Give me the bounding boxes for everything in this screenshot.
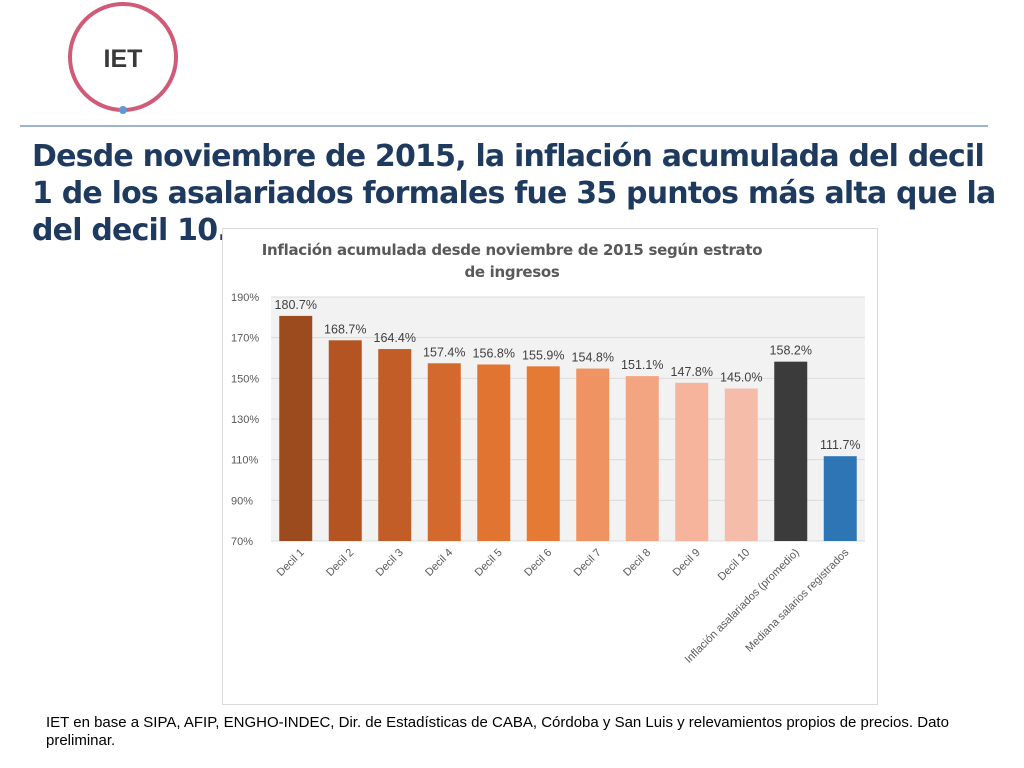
category-label: Decil 3 — [374, 547, 406, 579]
header-divider — [20, 125, 988, 127]
bar — [724, 388, 758, 541]
y-tick-label: 190% — [231, 292, 259, 304]
y-tick-label: 170% — [231, 333, 259, 345]
bar — [378, 349, 412, 541]
category-label: Decil 9 — [671, 547, 703, 579]
category-label: Decil 10 — [716, 547, 753, 584]
bar — [576, 368, 610, 541]
data-label: 180.7% — [275, 298, 317, 312]
data-label: 164.4% — [374, 331, 416, 345]
source-footnote: IET en base a SIPA, AFIP, ENGHO-INDEC, D… — [46, 714, 949, 749]
logo-dot — [119, 106, 127, 114]
category-label: Decil 8 — [621, 547, 653, 579]
logo-text: IET — [104, 45, 143, 73]
y-tick-label: 130% — [231, 414, 259, 426]
bar — [279, 315, 313, 541]
category-label: Decil 7 — [572, 547, 604, 579]
y-tick-label: 150% — [231, 373, 259, 385]
data-label: 155.9% — [522, 348, 564, 362]
y-tick-label: 90% — [231, 495, 253, 507]
chart-container: 70% 90% 110% 130% 150% 170% 190% Inflación acum… — [222, 228, 878, 705]
y-tick-label: 70% — [231, 536, 253, 548]
category-label: Decil 2 — [324, 547, 356, 579]
category-label: Decil 4 — [423, 547, 455, 579]
chart-title: Inflación acumulada desde noviembre de 2… — [262, 241, 763, 259]
data-label: 157.4% — [423, 345, 465, 359]
data-label: 168.7% — [324, 322, 366, 336]
data-label: 111.7% — [820, 438, 861, 452]
bar — [526, 366, 560, 541]
bar-chart: 70% 90% 110% 130% 150% 170% 190% Inflación acum… — [231, 241, 865, 666]
category-label: Mediana salarios registrados — [743, 546, 851, 654]
category-label: Decil 5 — [473, 547, 505, 579]
page-title: Desde noviembre de 2015, la inflación ac… — [32, 139, 996, 248]
bar — [823, 456, 857, 541]
data-label: 145.0% — [720, 371, 762, 385]
y-tick-label: 110% — [231, 455, 259, 467]
data-label: 154.8% — [572, 351, 614, 365]
iet-logo: IET — [66, 0, 180, 114]
data-label: 147.8% — [671, 365, 713, 379]
bar — [427, 363, 461, 541]
bar — [675, 382, 709, 541]
bar — [625, 376, 659, 541]
category-label: Decil 1 — [275, 547, 307, 579]
data-label: 158.2% — [770, 344, 812, 358]
data-label: 151.1% — [621, 358, 663, 372]
data-label: 156.8% — [473, 347, 515, 361]
chart-title: de ingresos — [464, 263, 559, 281]
bar — [477, 364, 511, 541]
category-label: Decil 6 — [522, 547, 554, 579]
bar — [774, 361, 808, 541]
bar — [328, 340, 362, 541]
